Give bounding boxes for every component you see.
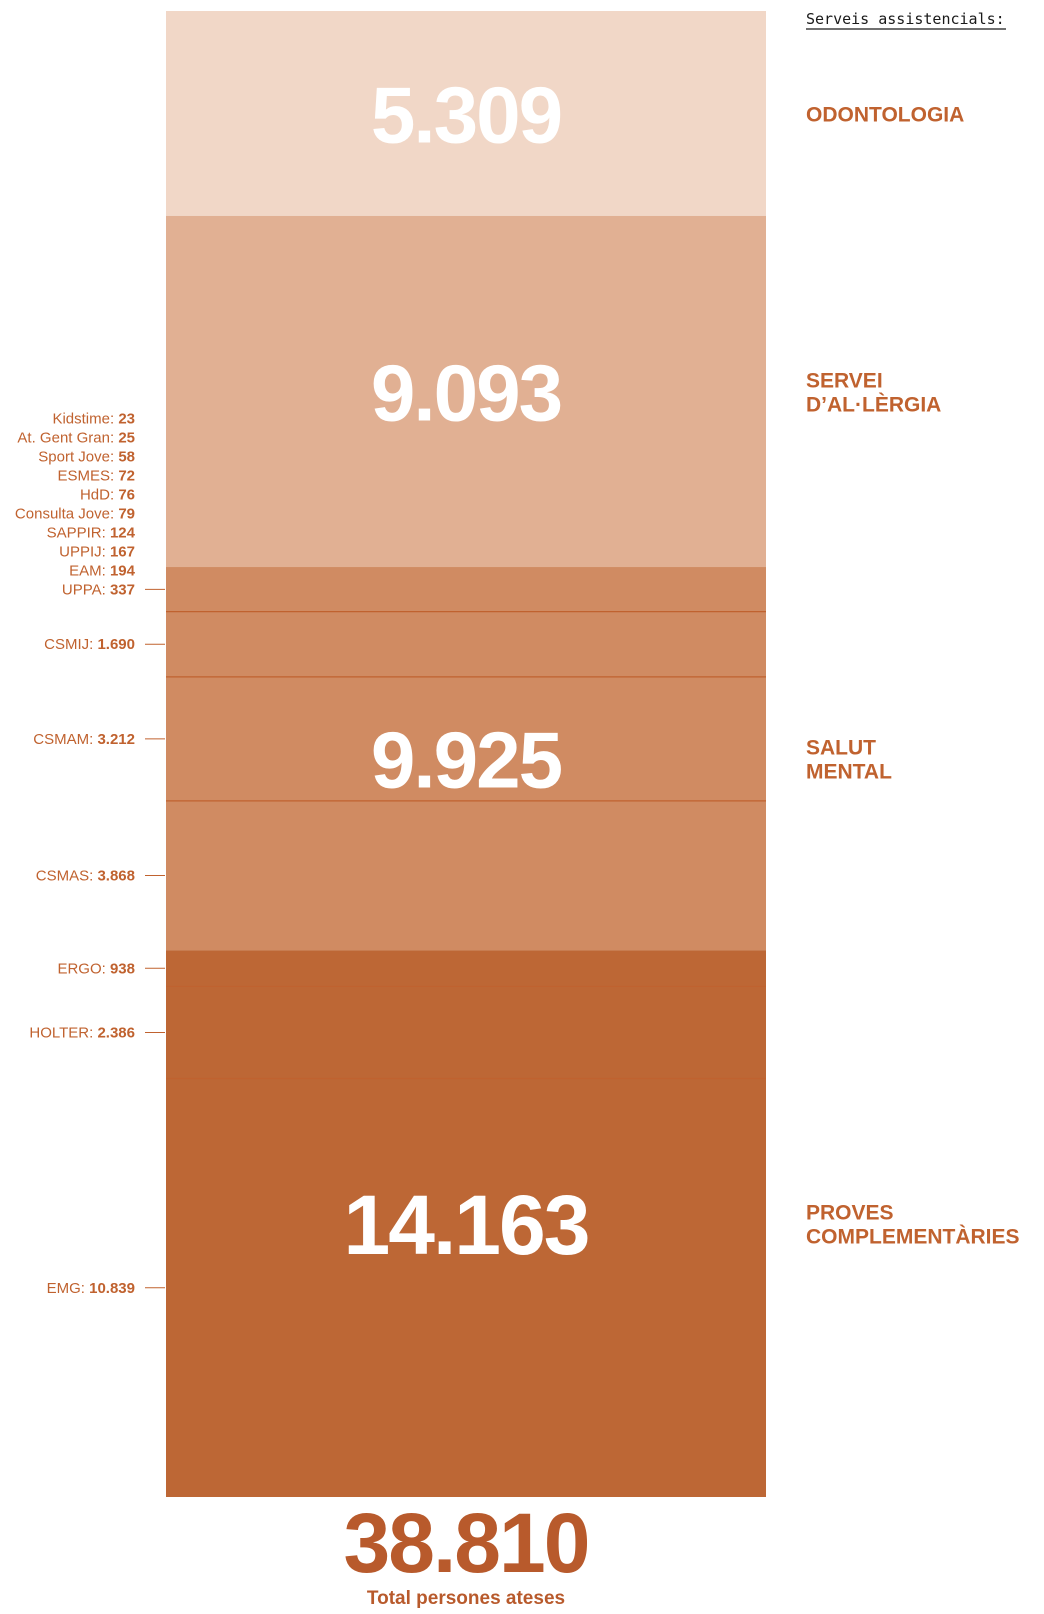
sub-label: ESMES: 72 [57,467,135,484]
segment-value-label: 14.163 [344,1178,589,1272]
sub-label: ERGO: 938 [57,960,135,977]
grand-total-caption: Total persones ateses [367,1588,565,1609]
category-label: D’AL·LÈRGIA [806,393,941,416]
segment-value-label: 9.093 [371,348,561,437]
sub-label: HOLTER: 2.386 [29,1024,135,1041]
segment-value-label: 5.309 [371,70,561,159]
sub-label: SAPPIR: 124 [47,524,136,541]
bar-segment-2 [166,567,766,951]
bar-segment-0 [166,11,766,216]
sub-label: EMG: 10.839 [47,1280,135,1297]
sub-label: Sport Jove: 58 [38,448,135,465]
grand-total-value: 38.810 [344,1496,589,1590]
category-label: ODONTOLOGIA [806,103,964,126]
segment-value-label: 9.925 [371,715,562,804]
category-label: SERVEI [806,369,883,392]
category-label: MENTAL [806,761,892,784]
category-label: COMPLEMENTÀRIES [806,1226,1020,1249]
category-label: SALUT [806,737,876,760]
sub-label: HdD: 76 [80,486,135,503]
category-label: PROVES [806,1202,894,1225]
sub-label: UPPA: 337 [62,581,135,598]
sub-label: CSMIJ: 1.690 [44,636,135,653]
sub-label: Consulta Jove: 79 [15,505,135,522]
sub-label: UPPIJ: 167 [59,543,135,560]
sub-label: EAM: 194 [69,562,136,579]
sub-label: Kidstime: 23 [52,410,135,427]
bar-segment-1 [166,215,766,568]
sub-label: CSMAM: 3.212 [33,731,135,748]
sub-label: CSMAS: 3.868 [36,868,135,885]
sub-label: At. Gent Gran: 25 [17,429,135,446]
legend-heading: Serveis assistencials: [806,10,1005,28]
bar-segment-3 [166,950,766,1497]
